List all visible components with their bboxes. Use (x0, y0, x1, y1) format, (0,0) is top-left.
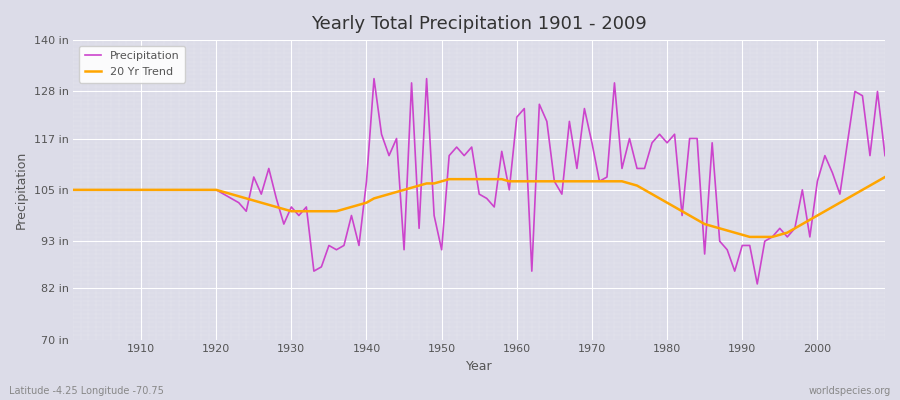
Line: Precipitation: Precipitation (74, 79, 885, 284)
20 Yr Trend (338, 207, 349, 212)
20 Yr Trend (128, 188, 139, 192)
Precipitation (369, 76, 380, 81)
Precipitation (752, 282, 762, 286)
Precipitation (879, 153, 890, 158)
Text: Latitude -4.25 Longitude -70.75: Latitude -4.25 Longitude -70.75 (9, 386, 164, 396)
20 Yr Trend (601, 179, 612, 184)
20 Yr Trend (511, 179, 522, 184)
Title: Yearly Total Precipitation 1901 - 2009: Yearly Total Precipitation 1901 - 2009 (311, 15, 647, 33)
X-axis label: Year: Year (466, 360, 492, 373)
Precipitation (609, 80, 620, 85)
Text: worldspecies.org: worldspecies.org (809, 386, 891, 396)
Line: 20 Yr Trend: 20 Yr Trend (74, 177, 885, 237)
Precipitation (293, 213, 304, 218)
20 Yr Trend (744, 234, 755, 239)
20 Yr Trend (879, 175, 890, 180)
Precipitation (511, 115, 522, 120)
20 Yr Trend (68, 188, 79, 192)
20 Yr Trend (293, 209, 304, 214)
Precipitation (128, 188, 139, 192)
Precipitation (68, 188, 79, 192)
Y-axis label: Precipitation: Precipitation (15, 151, 28, 229)
Legend: Precipitation, 20 Yr Trend: Precipitation, 20 Yr Trend (79, 46, 185, 82)
20 Yr Trend (504, 179, 515, 184)
Precipitation (338, 243, 349, 248)
Precipitation (519, 106, 530, 111)
